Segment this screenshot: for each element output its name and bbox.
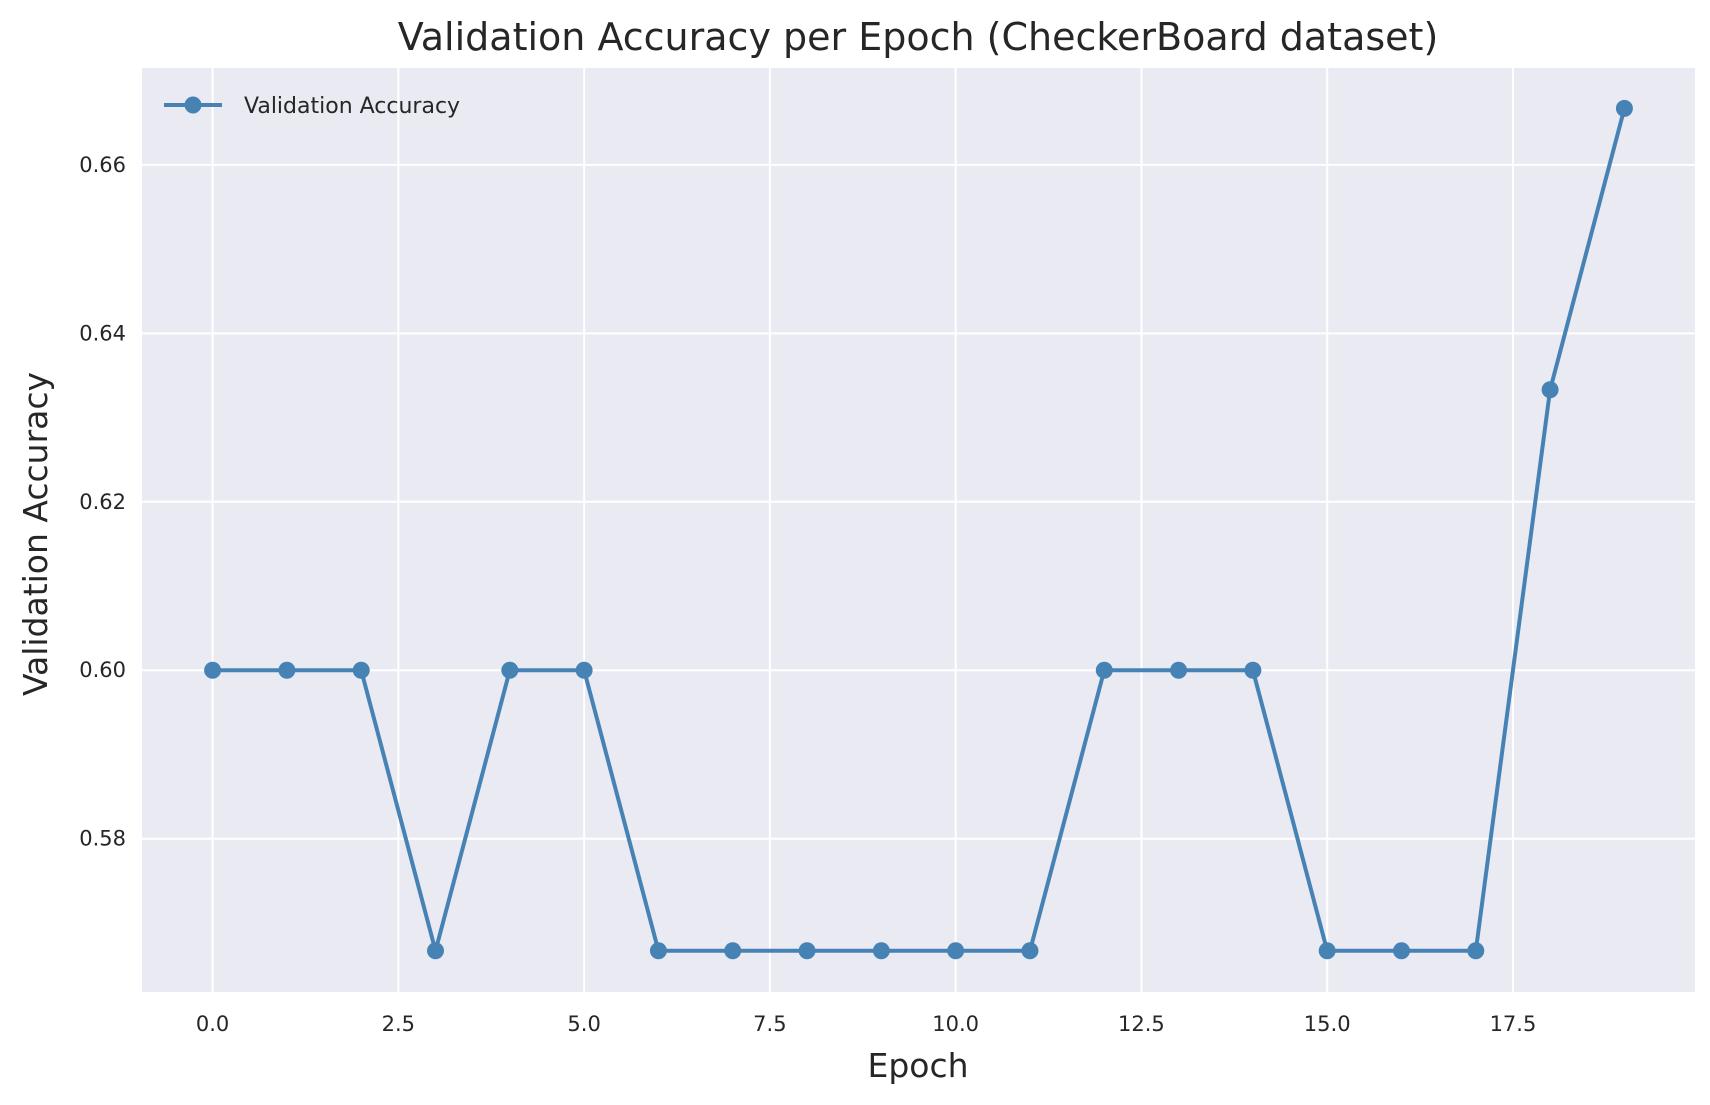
data-point [1467,942,1485,960]
data-point [278,661,296,679]
plot-area [142,68,1695,992]
series-layer [204,99,1633,960]
data-point [724,942,742,960]
data-point [1318,942,1336,960]
x-axis-ticks: 0.0 2.5 5.0 7.5 10.0 12.5 15.0 17.5 [196,1012,1536,1036]
y-tick-label: 0.64 [79,321,126,345]
x-tick-label: 5.0 [567,1012,600,1036]
data-point [798,942,816,960]
x-tick-label: 2.5 [382,1012,415,1036]
x-axis-label: Epoch [867,1046,968,1085]
x-tick-label: 10.0 [932,1012,979,1036]
y-tick-label: 0.58 [79,827,126,851]
data-point [204,661,222,679]
data-point [1541,381,1559,399]
y-axis-ticks: 0.58 0.60 0.62 0.64 0.66 [79,153,126,851]
series-line [212,107,1627,953]
data-point [1392,942,1410,960]
data-point [352,661,370,679]
x-tick-label: 12.5 [1118,1012,1165,1036]
legend-marker-swatch [184,96,202,114]
y-tick-label: 0.66 [79,153,126,177]
legend: Validation Accuracy [164,94,460,119]
data-point [649,942,667,960]
data-point [872,942,890,960]
y-tick-label: 0.62 [79,490,126,514]
x-tick-label: 0.0 [196,1012,229,1036]
y-axis-label: Validation Accuracy [16,372,55,696]
data-point [1615,99,1633,117]
chart-title: Validation Accuracy per Epoch (CheckerBo… [398,15,1439,59]
data-point [575,661,593,679]
data-point [947,942,965,960]
grid [142,68,1695,992]
data-point [427,942,445,960]
x-tick-label: 17.5 [1490,1012,1537,1036]
data-point [1095,661,1113,679]
data-point [501,661,519,679]
y-tick-label: 0.60 [79,658,126,682]
x-tick-label: 7.5 [753,1012,786,1036]
data-point [1170,661,1188,679]
x-tick-label: 15.0 [1304,1012,1351,1036]
data-point [1021,942,1039,960]
data-point [1244,661,1262,679]
legend-label: Validation Accuracy [244,94,460,119]
